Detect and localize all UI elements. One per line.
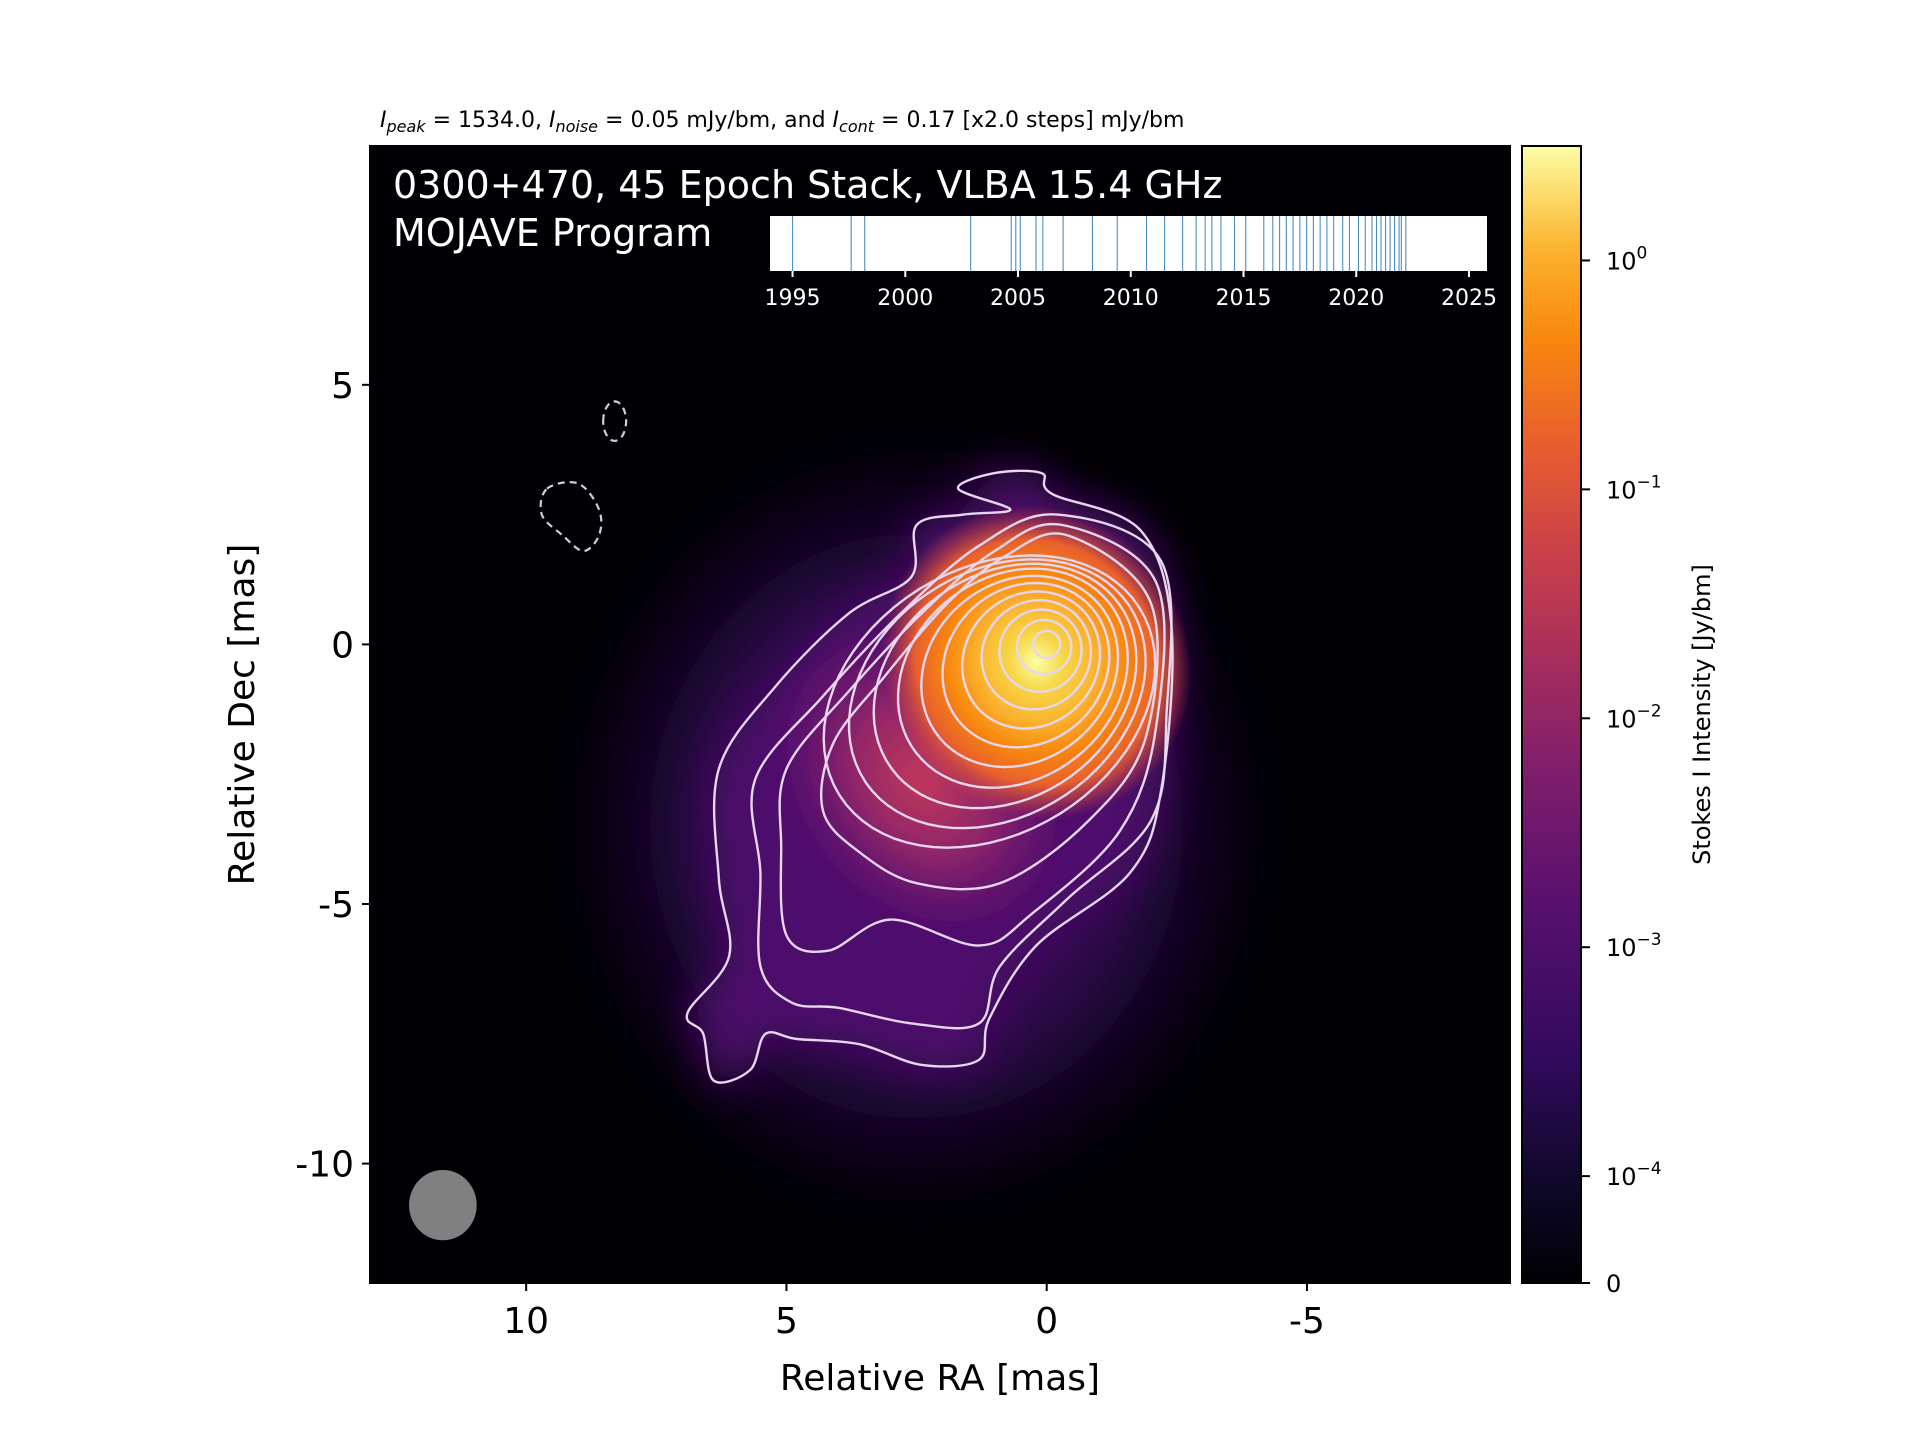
colorbar-label: Stokes I Intensity [Jy/bm]	[1688, 564, 1716, 865]
colorbar-tick-label: 10−4	[1606, 1159, 1662, 1191]
epoch-timeline-inset: 1995 2000 2005 2010 2015 2020 2025	[765, 216, 1497, 311]
contour-level	[941, 581, 1111, 749]
contour-level	[820, 532, 1159, 891]
contour-level	[920, 574, 1120, 769]
image-plot: 0300+470, 45 Epoch Stack, VLBA 15.4 GHz …	[369, 145, 1511, 1284]
contour-level	[998, 608, 1083, 693]
colorbar: 100 10−1 10−2 10−3 10−4 0 Stokes I Intensity …	[1521, 145, 1716, 1298]
epoch-markers	[791, 216, 1407, 271]
epoch-axis: 1995 2000 2005 2010 2015 2020 2025	[765, 271, 1497, 311]
plot-title-line2: MOJAVE Program	[393, 211, 712, 255]
contour-level	[1032, 629, 1062, 660]
header-noise-symbol: I	[549, 108, 556, 133]
colorbar-ticks: 100 10−1 10−2 10−3 10−4 0	[1581, 243, 1662, 1298]
epoch-timeline-background	[770, 216, 1487, 271]
header-noise-subscript: noise	[555, 117, 598, 136]
contour-set	[539, 400, 1174, 1084]
plot-frame	[369, 145, 1511, 1284]
contour-level	[872, 562, 1138, 810]
y-tick-label: -5	[318, 885, 354, 926]
negative-contour	[539, 481, 603, 553]
epoch-tick-label: 2005	[990, 286, 1046, 311]
header-cont-subscript: cont	[839, 117, 875, 136]
x-axis: 10 5 0 -5	[503, 1283, 1325, 1342]
colorbar-tick-label: 100	[1606, 243, 1647, 275]
x-tick-label: 0	[1035, 1301, 1058, 1342]
contour-level	[847, 558, 1147, 830]
x-tick-label: 10	[503, 1301, 549, 1342]
x-tick-label: -5	[1289, 1301, 1325, 1342]
header-cont-value: = 0.17 [x2.0 steps] mJy/bm	[874, 108, 1184, 133]
header-noise-value: = 0.05 mJy/bm, and	[598, 108, 833, 133]
header-peak-value: = 1534.0,	[426, 108, 549, 133]
colorbar-tick-label: 10−2	[1606, 701, 1662, 733]
epoch-tick-label: 2025	[1441, 286, 1497, 311]
epoch-tick-label: 2000	[877, 286, 933, 311]
colorbar-gradient	[1521, 145, 1582, 1284]
beam-ellipse	[409, 1169, 477, 1241]
y-axis-label: Relative Dec [mas]	[222, 544, 263, 886]
header-cont-symbol: I	[833, 108, 840, 133]
contour-level	[980, 599, 1093, 711]
colorbar-tick-label: 10−3	[1606, 930, 1662, 962]
y-tick-label: 5	[331, 366, 354, 407]
emission-image	[562, 435, 1271, 1217]
plot-title-line1: 0300+470, 45 Epoch Stack, VLBA 15.4 GHz	[393, 163, 1222, 207]
header-text: Ipeak = 1534.0, Inoise = 0.05 mJy/bm, an…	[380, 108, 1184, 136]
x-axis-label: Relative RA [mas]	[780, 1358, 1100, 1399]
contour-level	[778, 522, 1166, 954]
y-axis: 5 0 -5 -10	[295, 366, 370, 1186]
y-tick-label: 0	[331, 625, 354, 666]
contour-level	[960, 590, 1102, 730]
epoch-tick-label: 2020	[1328, 286, 1384, 311]
epoch-tick-label: 2015	[1215, 286, 1271, 311]
y-tick-label: -10	[295, 1145, 354, 1186]
contour-level	[896, 567, 1129, 789]
contour-level	[1015, 618, 1073, 676]
epoch-tick-label: 2010	[1103, 286, 1159, 311]
contour-level	[822, 554, 1157, 849]
colorbar-tick-label: 10−1	[1606, 472, 1662, 504]
contour-level	[750, 513, 1173, 1030]
epoch-tick-label: 1995	[765, 286, 821, 311]
negative-contour	[602, 400, 628, 443]
colorbar-tick-label: 0	[1606, 1270, 1621, 1298]
header-peak-symbol: I	[380, 108, 387, 133]
x-tick-label: 5	[775, 1301, 798, 1342]
header-peak-subscript: peak	[386, 117, 427, 136]
